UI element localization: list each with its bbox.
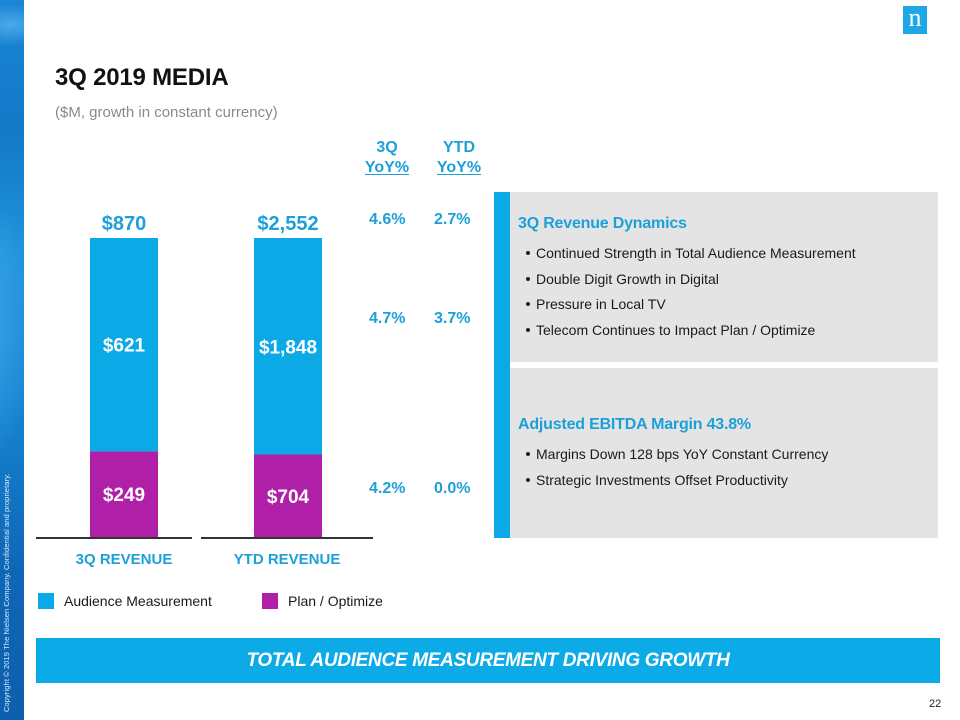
growth-total-ytd: 2.7%: [434, 211, 471, 228]
page-number: 22: [929, 698, 942, 710]
legend-label: Plan / Optimize: [288, 593, 383, 609]
panel-accent-bar: [494, 192, 510, 538]
bar-total-label: $2,552: [257, 213, 318, 235]
bullet-item: Telecom Continues to Impact Plan / Optim…: [526, 320, 856, 346]
bar-segment-plan-optimize: [90, 451, 158, 537]
column-header-3q-line1: 3Q: [376, 139, 398, 156]
growth-audience-ytd: 3.7%: [434, 310, 471, 327]
growth-plan-3q: 4.2%: [369, 480, 406, 497]
growth-plan-ytd: 0.0%: [434, 480, 471, 497]
bullet-dot-icon: [526, 276, 530, 281]
bullet-dot-icon: [526, 302, 530, 306]
slide-subtitle: ($M, growth in constant currency): [55, 104, 278, 121]
bullet-dot-icon: [526, 327, 530, 332]
bar-segment-label: $704: [267, 487, 310, 508]
column-header-ytd-line1: YTD: [443, 139, 475, 156]
legend-label: Audience Measurement: [64, 593, 212, 609]
slide-title: 3Q 2019 MEDIA: [55, 64, 229, 91]
bar-segment-audience-measurement: [254, 238, 322, 455]
legend-plan-optimize: Plan / Optimize: [262, 592, 383, 610]
bullet-item: Margins Down 128 bps YoY Constant Curren…: [526, 444, 828, 470]
category-label: 3Q REVENUE: [76, 551, 173, 568]
category-label: YTD REVENUE: [234, 551, 341, 568]
legend-swatch-purple: [262, 593, 278, 609]
bullet-list: Continued Strength in Total Audience Mea…: [526, 243, 856, 345]
growth-total-3q: 4.6%: [369, 211, 406, 228]
column-header-ytd-line2: YoY%: [436, 159, 482, 176]
legend-swatch-blue: [38, 593, 54, 609]
bullet-dot-icon: [526, 251, 530, 255]
nielsen-logo-icon: n: [903, 5, 927, 34]
bullet-item: Continued Strength in Total Audience Mea…: [526, 243, 856, 269]
panel-heading: 3Q Revenue Dynamics: [518, 215, 687, 232]
bar-total-label: $870: [102, 213, 147, 235]
bar-segment-label: $249: [103, 485, 145, 506]
panel-heading: Adjusted EBITDA Margin 43.8%: [518, 416, 751, 433]
column-header-3q-line2: YoY%: [364, 159, 410, 176]
column-header-ytd-yoy: YTD YoY%: [428, 138, 490, 178]
bar-segment-audience-measurement: [90, 238, 158, 452]
bar-segment-label: $621: [103, 336, 146, 357]
ebitda-margin-panel: Adjusted EBITDA Margin 43.8% Margins Dow…: [510, 368, 938, 538]
bullet-dot-icon: [526, 477, 530, 482]
growth-audience-3q: 4.7%: [369, 310, 406, 327]
bullet-list: Margins Down 128 bps YoY Constant Curren…: [526, 444, 828, 495]
bar-segment-plan-optimize: [254, 454, 322, 537]
sidebar-decoration: Copyright © 2019 The Nielsen Company. Co…: [0, 0, 24, 720]
column-header-3q-yoy: 3Q YoY%: [362, 138, 412, 178]
bullet-item: Strategic Investments Offset Productivit…: [526, 470, 828, 496]
bullet-dot-icon: [526, 452, 530, 456]
bullet-item: Pressure in Local TV: [526, 294, 856, 320]
bar-segment-label: $1,848: [259, 337, 317, 358]
bullet-item: Double Digit Growth in Digital: [526, 269, 856, 295]
legend-audience-measurement: Audience Measurement: [38, 592, 212, 610]
revenue-dynamics-panel: 3Q Revenue Dynamics Continued Strength i…: [510, 192, 938, 362]
key-message-banner: TOTAL AUDIENCE MEASUREMENT DRIVING GROWT…: [36, 638, 940, 683]
